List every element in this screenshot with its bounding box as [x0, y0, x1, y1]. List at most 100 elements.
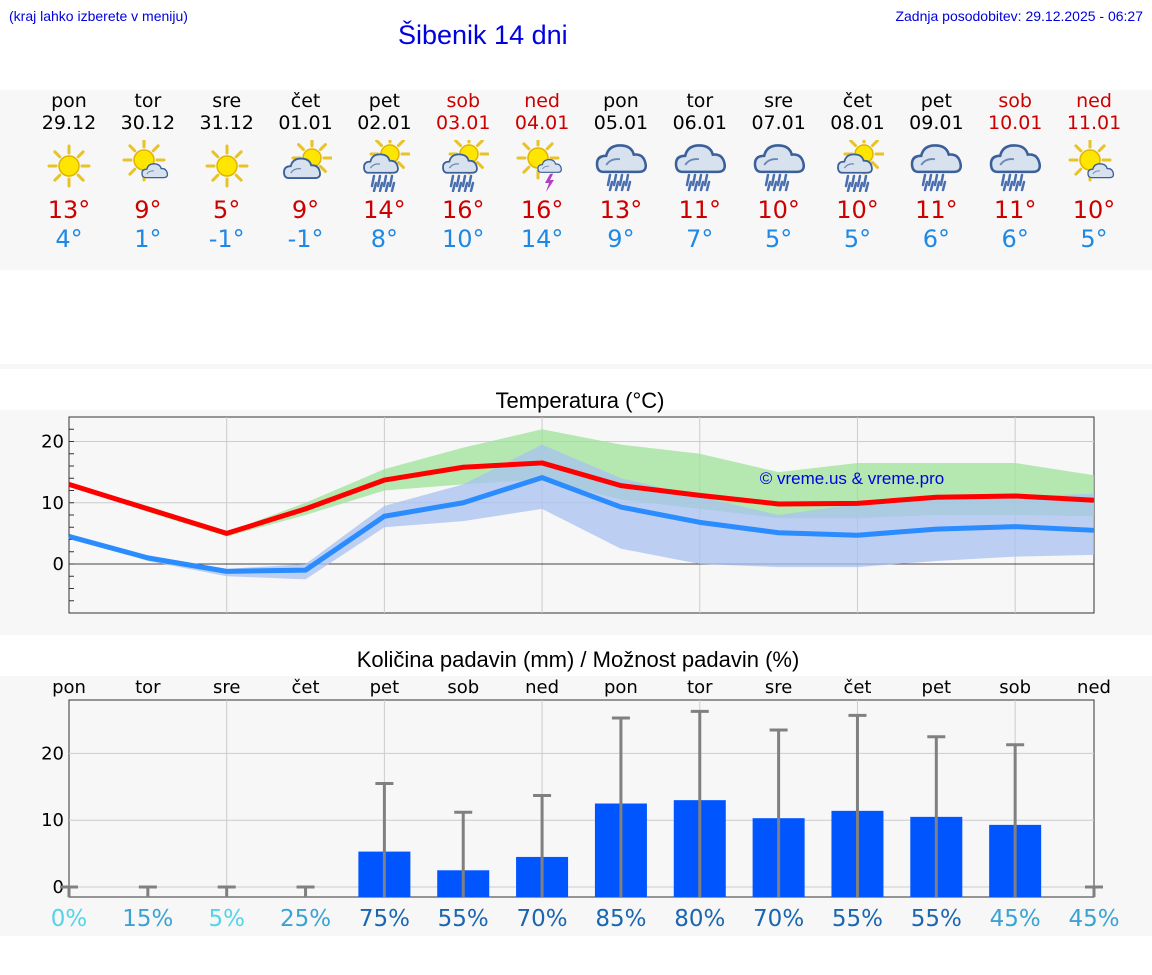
min-range-band: [69, 444, 1094, 580]
day-column: tor 30.12 9° 1°: [109, 90, 187, 254]
sun-icon: [205, 144, 249, 188]
day-column: tor 06.01 11° 7°: [661, 90, 739, 254]
precipitation-day-label: tor: [135, 677, 161, 698]
precipitation-probability: 45%: [1068, 906, 1119, 932]
max-temperature: 16°: [441, 196, 485, 224]
day-name: pet: [368, 90, 400, 112]
precipitation-y-tick: 20: [41, 743, 64, 764]
min-temperature: 1°: [134, 225, 162, 253]
precipitation-day-label: ned: [525, 677, 559, 698]
precipitation-day-label: sre: [765, 677, 792, 698]
day-name: pet: [920, 90, 952, 112]
max-temperature: 11°: [993, 196, 1037, 224]
day-name: sre: [764, 90, 794, 112]
day-date: 04.01: [514, 112, 570, 134]
precipitation-day-label: pon: [604, 677, 638, 698]
max-temperature: 9°: [291, 196, 320, 224]
precipitation-probability: 70%: [517, 906, 568, 932]
min-temperature: -1°: [287, 225, 324, 253]
precipitation-day-label: tor: [687, 677, 713, 698]
min-temperature-line: [68, 475, 1095, 574]
day-date: 09.01: [909, 112, 964, 134]
day-name: ned: [524, 90, 560, 112]
day-column: sob 10.01 11° 6°: [976, 90, 1054, 254]
day-column: pon 29.12 13° 4°: [30, 90, 108, 254]
cloud-rain-icon: [595, 144, 647, 192]
cloud-rain-icon: [989, 144, 1042, 192]
day-date: 07.01: [751, 112, 806, 134]
day-column: pet 02.01 14° 8°: [345, 90, 423, 254]
cloud-rain-icon: [911, 144, 963, 192]
day-date: 02.01: [357, 112, 412, 134]
sun-cloud-rain-icon: [836, 140, 884, 192]
cloud-rain-icon: [753, 144, 805, 192]
min-temperature: 14°: [520, 225, 564, 253]
day-name: tor: [686, 90, 714, 112]
sun-cloud-icon: [1068, 140, 1115, 182]
min-temperature: 6°: [1001, 225, 1029, 253]
day-date: 11.01: [1066, 112, 1122, 134]
precipitation-probability: 5%: [208, 906, 245, 932]
sun-cloud-icon: [122, 140, 168, 182]
min-temperature: 8°: [370, 225, 399, 253]
precipitation-probability: 45%: [990, 906, 1041, 932]
max-temperature: 5°: [213, 196, 241, 224]
sun-thunder-icon: [516, 140, 563, 192]
precipitation-probability: 0%: [51, 906, 88, 932]
day-date: 31.12: [199, 112, 254, 134]
max-temperature: 16°: [520, 196, 564, 224]
min-temperature: 5°: [843, 225, 872, 253]
temperature-y-tick: 10: [41, 493, 64, 514]
precipitation-day-label: čet: [292, 677, 320, 698]
last-update-text: Zadnja posodobitev: 29.12.2025 - 06:27: [895, 8, 1143, 24]
day-name: sob: [998, 90, 1032, 112]
max-temperature-line: [68, 460, 1095, 536]
copyright-watermark: © vreme.us & vreme.pro: [760, 469, 944, 488]
page-title: Šibenik 14 dni: [398, 20, 568, 50]
day-date: 29.12: [41, 112, 97, 134]
cloud-rain-icon: [674, 144, 726, 192]
max-temperature: 14°: [363, 196, 406, 224]
max-temperature: 11°: [915, 196, 958, 224]
day-name: čet: [842, 90, 873, 112]
precipitation-probability: 55%: [911, 906, 962, 932]
day-date: 03.01: [436, 112, 491, 134]
precipitation-day-label: ned: [1077, 677, 1111, 698]
day-name: sre: [212, 90, 242, 112]
day-column: sre 07.01 10° 5°: [740, 90, 818, 254]
location-menu-hint[interactable]: (kraj lahko izberete v meniju): [9, 8, 188, 24]
precipitation-day-label: pon: [52, 677, 86, 698]
max-temperature: 10°: [1072, 196, 1116, 224]
day-date: 08.01: [830, 112, 885, 134]
day-date: 30.12: [120, 112, 176, 134]
precipitation-day-label: pet: [370, 677, 400, 698]
separator-band: [0, 364, 1152, 369]
max-temperature: 13°: [47, 196, 91, 224]
day-column: sob 03.01 16° 10°: [424, 90, 502, 254]
day-column: čet 01.01 9° -1°: [267, 90, 345, 254]
max-temperature: 10°: [757, 196, 800, 224]
precipitation-day-label: čet: [843, 677, 871, 698]
day-name: pon: [603, 90, 639, 112]
temperature-chart-title: Temperatura (°C): [496, 388, 665, 413]
precipitation-day-label: sre: [213, 677, 240, 698]
temperature-y-tick: 0: [53, 554, 64, 575]
day-column: ned 11.01 10° 5°: [1055, 90, 1133, 254]
cloud-sun-icon: [282, 140, 332, 180]
precipitation-y-tick: 0: [53, 877, 64, 898]
day-column: ned 04.01 16° 14°: [503, 90, 581, 254]
min-temperature: 4°: [55, 225, 83, 253]
precipitation-chart-title: Količina padavin (mm) / Možnost padavin …: [357, 647, 800, 672]
precipitation-day-label: pet: [922, 677, 952, 698]
day-name: tor: [134, 90, 162, 112]
min-temperature: 7°: [686, 225, 714, 253]
temperature-y-tick: 20: [41, 432, 64, 453]
precipitation-probability: 15%: [122, 906, 173, 932]
day-date: 06.01: [672, 112, 727, 134]
day-date: 05.01: [593, 112, 649, 134]
precipitation-probability: 80%: [674, 906, 725, 932]
day-date: 01.01: [278, 112, 333, 134]
day-column: pon 05.01 13° 9°: [582, 90, 660, 254]
precipitation-probability: 55%: [438, 906, 489, 932]
